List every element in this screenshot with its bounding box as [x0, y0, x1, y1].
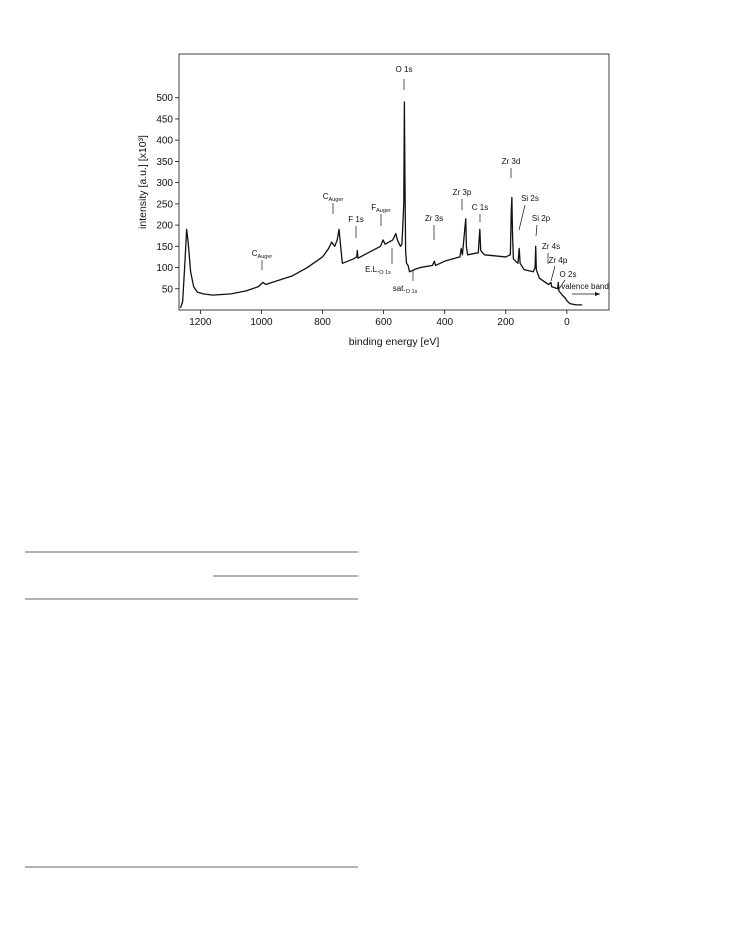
peak-label: valence band [561, 282, 609, 291]
peak-label: O 1s [396, 65, 413, 74]
y-tick-label: 50 [162, 284, 174, 295]
x-tick-label: 200 [497, 317, 514, 328]
peak-label: Zr 3p [453, 188, 472, 197]
peak-pointer [535, 224, 538, 237]
peak-label: Si 2s [521, 194, 539, 203]
peak-label: E.L.O 1s [365, 265, 391, 276]
peak-label-main: Zr 3p [453, 188, 472, 197]
plot: 1200 1000 800 600 400 200 0 50 100 150 200 250 300 35… [156, 65, 608, 328]
peak-label-sub: Auger [329, 197, 344, 203]
peak-label-main: F [371, 203, 376, 212]
y-tick-label: 450 [156, 114, 173, 125]
peak-label-main: Zr 3d [502, 157, 521, 166]
peak-label-main: C 1s [472, 203, 488, 212]
peak-label: CAuger [323, 192, 344, 203]
peak-label-sub: O 1s [379, 270, 391, 276]
peak-label-main: Si 2s [521, 194, 539, 203]
y-tick-label: 300 [156, 178, 173, 189]
peak-label-main: C [323, 192, 329, 201]
y-tick-label: 400 [156, 136, 173, 147]
valence-arrowhead [595, 292, 600, 296]
peak-label: C 1s [472, 203, 488, 212]
peak-label: Zr 4p [549, 256, 568, 265]
x-tick-label: 0 [564, 317, 570, 328]
y-tick-label: 350 [156, 157, 173, 168]
peak-label: Zr 3d [502, 157, 521, 166]
peak-label-main: O 1s [396, 65, 413, 74]
peak-label-main: E.L. [365, 265, 379, 274]
peak-label: O 2s [560, 270, 577, 279]
y-tick-label: 500 [156, 93, 173, 104]
spectrum-line [179, 101, 583, 309]
peak-label-main: O 2s [560, 270, 577, 279]
peak-label: Zr 3s [425, 214, 443, 223]
y-tick-label: 200 [156, 221, 173, 232]
peak-label-sub: O 1s [406, 289, 418, 295]
peak-label: Zr 4s [542, 242, 560, 251]
x-axis-label: binding energy [eV] [349, 336, 440, 348]
x-tick-label: 400 [436, 317, 453, 328]
peak-label: F 1s [348, 215, 364, 224]
peak-label-main: F 1s [348, 215, 364, 224]
y-tick-label: 250 [156, 199, 173, 210]
peak-label-sub: Auger [376, 208, 391, 214]
x-tick-label: 800 [314, 317, 331, 328]
peak-pointer [518, 204, 526, 231]
peak-label-main: C [252, 249, 258, 258]
peak-label-main: Zr 4p [549, 256, 568, 265]
y-tick-label: 100 [156, 263, 173, 274]
y-axis-label: intensity [a.u.] [x10³] [137, 135, 149, 229]
table-rules [25, 551, 358, 868]
peak-label-sub: Auger [258, 254, 273, 260]
peak-label-main: valence band [561, 282, 609, 291]
x-tick-label: 1200 [189, 317, 212, 328]
peak-label-main: sat. [393, 284, 406, 293]
x-tick-label: 600 [375, 317, 392, 328]
peak-label: CAuger [252, 249, 273, 260]
peak-pointer [558, 279, 566, 290]
plot-frame [178, 53, 610, 311]
peak-label-main: Zr 3s [425, 214, 443, 223]
peak-label-main: Si 2p [532, 214, 551, 223]
x-tick-label: 1000 [250, 317, 273, 328]
peak-label-main: Zr 4s [542, 242, 560, 251]
peak-label: sat.O 1s [393, 284, 418, 295]
peak-pointer [550, 265, 556, 282]
peak-label: Si 2p [532, 214, 551, 223]
y-tick-label: 150 [156, 242, 173, 253]
peak-label: FAuger [371, 203, 391, 214]
